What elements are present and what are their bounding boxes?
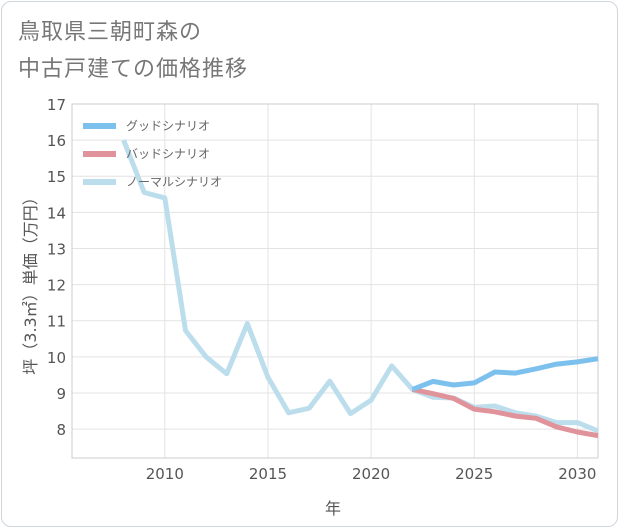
y-tick-label: 17 xyxy=(47,96,66,114)
y-tick-label: 15 xyxy=(47,168,66,186)
y-axis-label: 坪（3.3㎡）単価（万円） xyxy=(21,189,40,374)
x-axis-label: 年 xyxy=(325,499,341,518)
series-lines xyxy=(121,139,599,439)
plot-frame xyxy=(71,103,599,459)
chart-title: 鳥取県三朝町森の 中古戸建ての価格推移 xyxy=(18,14,248,88)
chart-title-line-2: 中古戸建ての価格推移 xyxy=(18,57,249,82)
y-tick-label: 16 xyxy=(47,132,66,150)
x-ticks: 2010 2015 2020 2025 2030 xyxy=(146,465,597,483)
legend-label: ノーマルシナリオ xyxy=(126,175,222,189)
x-tick-label: 2015 xyxy=(249,465,287,483)
series-line-1 xyxy=(411,386,599,439)
y-tick-label: 13 xyxy=(47,240,66,258)
y-tick-label: 8 xyxy=(56,421,66,439)
y-tick-label: 10 xyxy=(47,349,66,367)
x-tick-label: 2010 xyxy=(146,465,184,483)
legend-label: グッドシナリオ xyxy=(126,119,210,133)
series-line-2 xyxy=(121,139,599,434)
x-tick-label: 2025 xyxy=(455,465,493,483)
y-tick-label: 11 xyxy=(47,313,66,331)
x-tick-label: 2030 xyxy=(558,465,596,483)
series-line-0 xyxy=(411,356,599,392)
x-tick-label: 2020 xyxy=(352,465,390,483)
legend-label: バッドシナリオ xyxy=(126,147,210,161)
y-tick-label: 14 xyxy=(47,204,66,222)
y-tick-label: 12 xyxy=(47,277,66,295)
y-tick-label: 9 xyxy=(56,385,66,403)
y-ticks: 8 9 10 11 12 13 14 15 16 17 xyxy=(47,96,66,439)
chart-title-line-1: 鳥取県三朝町森の xyxy=(18,20,203,45)
